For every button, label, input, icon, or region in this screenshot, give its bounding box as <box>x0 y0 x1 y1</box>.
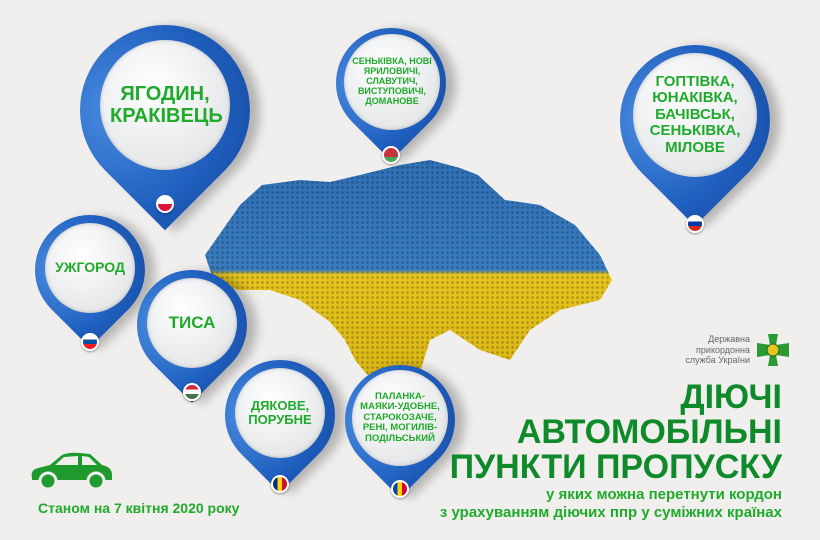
pin-label: ГОПТІВКА, ЮНАКІВКА, БАЧІВСЬК, СЕНЬКІВКА,… <box>649 72 741 156</box>
pin-label: УЖГОРОД <box>55 259 125 276</box>
romania-flag-icon <box>271 475 289 493</box>
heading-line2: АВТОМОБІЛЬНІ <box>516 413 782 451</box>
pin-label: ТИСА <box>168 312 216 332</box>
slovakia-flag-icon <box>81 333 99 351</box>
heading-line3: ПУНКТИ ПРОПУСКУ <box>449 448 782 486</box>
moldova-flag-icon <box>391 480 409 498</box>
poland-flag-icon <box>156 195 174 213</box>
date-note: Станом на 7 квітня 2020 року <box>38 500 240 516</box>
heading-sub2: з урахуванням діючих ппр у суміжних краї… <box>439 504 782 521</box>
pin-label: ЯГОДИН, КРАКІВЕЦЬ <box>110 83 223 127</box>
border-guard-cross-icon <box>757 334 789 366</box>
car-icon <box>31 452 113 491</box>
hungary-flag-icon <box>183 383 201 401</box>
pin-label: СЕНЬКІВКА, НОВІ ЯРИЛОВИЧІ, СЛАВУТИЧ, ВИС… <box>352 56 432 106</box>
heading-sub1: у яких можна перетнути кордон <box>546 486 782 503</box>
border-guard-logo: Державна прикордонна служба України <box>680 333 790 367</box>
belarus-flag-icon <box>382 146 400 164</box>
pin-label: ДЯКОВЕ, ПОРУБНЕ <box>248 397 312 427</box>
heading-line1: ДІЮЧІ <box>680 378 782 416</box>
pin-label: ПАЛАНКА-МАЯКИ-УДОБНЕ, СТАРОКОЗАЧЕ, РЕНІ,… <box>360 390 440 444</box>
russia-flag-icon <box>686 215 704 233</box>
logo-text: Державна прикордонна служба України <box>685 334 750 366</box>
